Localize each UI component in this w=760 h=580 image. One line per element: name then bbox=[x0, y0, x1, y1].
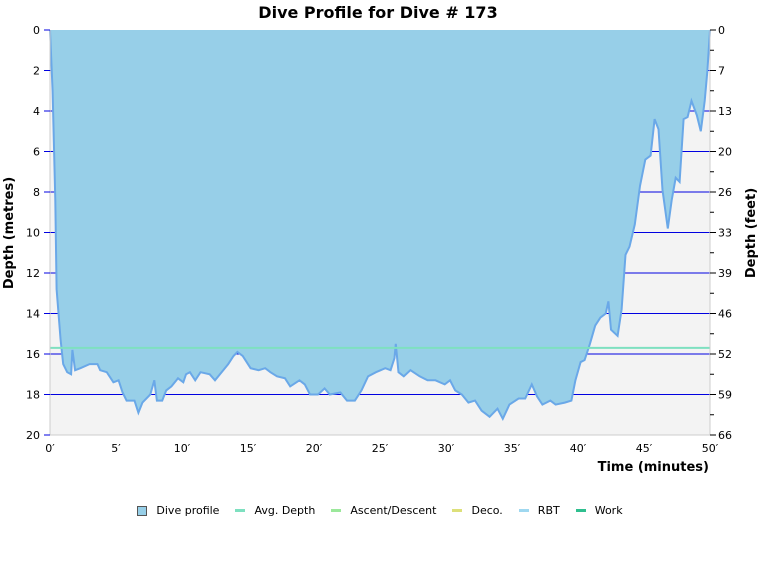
y-tick-label-right: 39 bbox=[718, 267, 732, 280]
y-axis-label-right: Depth (feet) bbox=[744, 188, 759, 278]
legend-label: Avg. Depth bbox=[254, 504, 316, 517]
legend-label: Dive profile bbox=[156, 504, 220, 517]
y-tick-label-left: 0 bbox=[33, 24, 40, 37]
y-tick-label-left: 14 bbox=[26, 308, 40, 321]
y-tick-label-right: 52 bbox=[718, 348, 732, 361]
dive-profile-area bbox=[50, 30, 710, 419]
y-tick-label-left: 8 bbox=[33, 186, 40, 199]
y-tick-label-left: 12 bbox=[26, 267, 40, 280]
x-tick-label: 30′ bbox=[438, 442, 455, 455]
legend-swatch bbox=[518, 509, 529, 512]
legend-label: Work bbox=[594, 504, 623, 517]
y-tick-label-right: 46 bbox=[718, 308, 732, 321]
y-tick-label-right: 20 bbox=[718, 146, 732, 159]
y-tick-label-left: 20 bbox=[26, 429, 40, 442]
legend-swatch bbox=[137, 505, 148, 516]
y-tick-label-right: 7 bbox=[718, 65, 725, 78]
dive-profile-chart: Dive Profile for Dive # 173 024681012141… bbox=[2, 3, 759, 475]
y-axis-label-left: Depth (metres) bbox=[2, 177, 17, 289]
legend-item[interactable]: Avg. Depth bbox=[235, 504, 315, 517]
x-axis-label: Time (minutes) bbox=[598, 460, 709, 475]
y-tick-label-right: 33 bbox=[718, 227, 732, 240]
y-tick-label-left: 2 bbox=[33, 65, 40, 78]
legend-swatch bbox=[331, 509, 342, 512]
x-tick-label: 45′ bbox=[636, 442, 653, 455]
legend-label: Deco. bbox=[471, 504, 503, 517]
legend-label: Ascent/Descent bbox=[350, 504, 437, 517]
x-tick-label: 20′ bbox=[306, 442, 323, 455]
x-tick-label: 0′ bbox=[45, 442, 55, 455]
x-tick-label: 10′ bbox=[174, 442, 191, 455]
legend-item[interactable]: Ascent/Descent bbox=[331, 504, 436, 517]
x-tick-label: 40′ bbox=[570, 442, 587, 455]
legend: Dive profile Avg. Depth Ascent/Descent Deco… bbox=[0, 504, 760, 517]
x-tick-label: 5′ bbox=[111, 442, 121, 455]
y-tick-label-left: 6 bbox=[33, 146, 40, 159]
y-tick-label-left: 16 bbox=[26, 348, 40, 361]
y-tick-label-right: 0 bbox=[718, 24, 725, 37]
legend-swatch bbox=[235, 509, 246, 512]
legend-swatch bbox=[452, 509, 463, 512]
x-tick-label: 50′ bbox=[702, 442, 719, 455]
y-tick-label-left: 18 bbox=[26, 389, 40, 402]
y-tick-label-right: 59 bbox=[718, 389, 732, 402]
legend-swatch bbox=[575, 509, 586, 512]
legend-item[interactable]: Deco. bbox=[452, 504, 503, 517]
y-tick-label-right: 13 bbox=[718, 105, 732, 118]
legend-item[interactable]: Work bbox=[575, 504, 623, 517]
y-tick-label-right: 66 bbox=[718, 429, 732, 442]
x-tick-label: 35′ bbox=[504, 442, 521, 455]
x-tick-label: 15′ bbox=[240, 442, 257, 455]
legend-item[interactable]: Dive profile bbox=[137, 504, 219, 517]
y-tick-label-left: 4 bbox=[33, 105, 40, 118]
dive-profile-line bbox=[49, 29, 711, 422]
y-tick-label-right: 26 bbox=[718, 186, 732, 199]
y-tick-label-left: 10 bbox=[26, 227, 40, 240]
x-tick-label: 25′ bbox=[372, 442, 389, 455]
legend-item[interactable]: RBT bbox=[518, 504, 560, 517]
chart-title: Dive Profile for Dive # 173 bbox=[258, 3, 497, 22]
legend-label: RBT bbox=[537, 504, 560, 517]
